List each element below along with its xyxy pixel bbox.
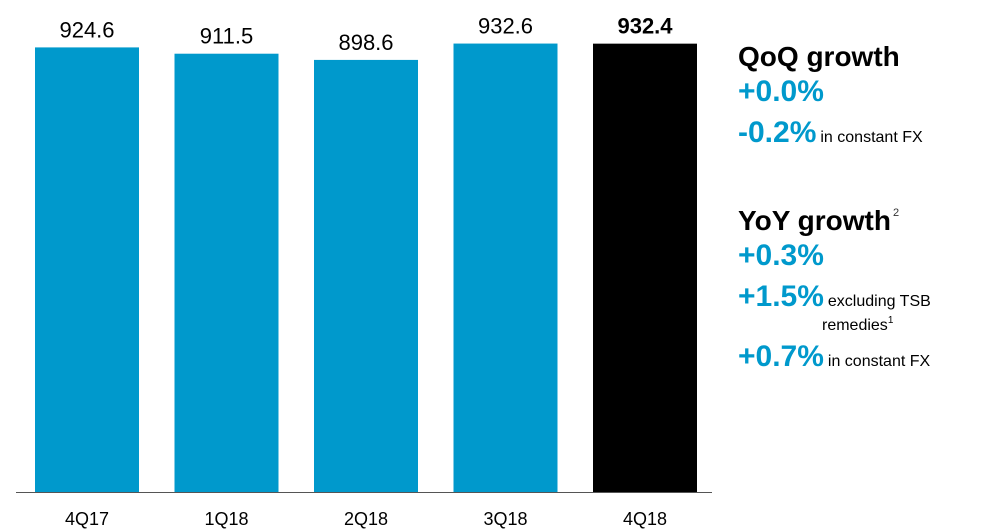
yoy-tsb-note-cont: remedies1 (822, 312, 1000, 335)
qoq-fx-note: in constant FX (820, 129, 923, 146)
bar-3q18 (453, 43, 558, 493)
bar-1q18 (174, 53, 279, 492)
yoy-value: +0.3% (738, 239, 824, 272)
yoy-growth-title-text: YoY growth (738, 205, 891, 236)
yoy-growth-title: YoY growth 2 (738, 196, 1000, 238)
value-labels-group: 924.6 911.5 898.6 932.6 932.4 (59, 14, 673, 55)
x-tick-label-1q18: 1Q18 (204, 509, 248, 529)
yoy-value-row: +0.3% (738, 238, 1000, 279)
bar-2q18 (314, 59, 418, 493)
qoq-value-row: +0.0% (738, 74, 1000, 115)
bar-chart: 924.6 911.5 898.6 932.6 932.4 4Q17 1Q18 2Q18 3Q… (16, 14, 712, 529)
qoq-growth-title-text: QoQ growth (738, 41, 900, 72)
yoy-tsb-value: +1.5% (738, 280, 824, 313)
value-label-4q18: 932.4 (617, 14, 673, 39)
yoy-tsb-note-line2: remedies (822, 317, 888, 334)
x-tick-label-2q18: 2Q18 (344, 509, 388, 529)
yoy-tsb-footnote: 1 (887, 315, 894, 326)
x-tick-labels-group: 4Q17 1Q18 2Q18 3Q18 4Q18 (65, 509, 667, 529)
yoy-tsb-row: +1.5% excluding TSB (738, 279, 1000, 320)
x-tick-label-4q18: 4Q18 (623, 509, 667, 529)
value-label-2q18: 898.6 (338, 30, 393, 55)
value-label-3q18: 932.6 (478, 14, 533, 39)
yoy-fx-note: in constant FX (827, 353, 931, 370)
value-label-1q18: 911.5 (200, 24, 253, 49)
qoq-fx-row: -0.2% in constant FX (738, 115, 1000, 156)
qoq-fx-value: -0.2% (738, 116, 817, 149)
yoy-fx-row: +0.7% in constant FX (738, 339, 1000, 380)
x-tick-label-4q17: 4Q17 (65, 509, 109, 529)
value-label-4q17: 924.6 (59, 17, 114, 42)
yoy-tsb-note: excluding TSB (827, 293, 931, 310)
yoy-fx-value: +0.7% (738, 340, 824, 373)
x-tick-label-3q18: 3Q18 (483, 509, 527, 529)
growth-panel: QoQ growth +0.0% -0.2% in constant FX YoY… (738, 40, 1000, 380)
qoq-growth-title: QoQ growth (738, 40, 1000, 74)
bar-4q18 (593, 43, 697, 492)
bar-4q17 (35, 47, 139, 493)
bars-group (35, 43, 697, 493)
qoq-value: +0.0% (738, 75, 824, 108)
yoy-footnote: 2 (892, 207, 900, 219)
